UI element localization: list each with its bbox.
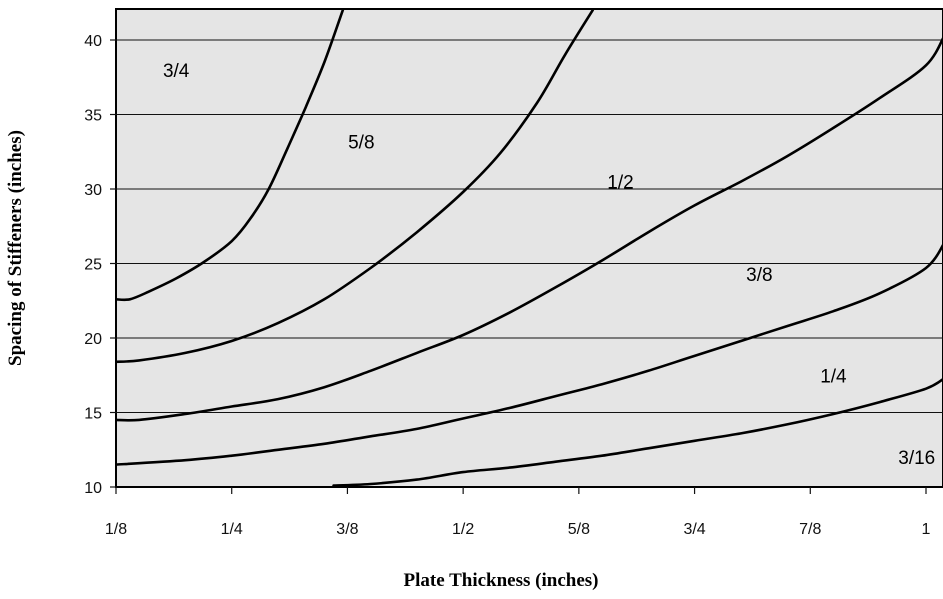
y-tick-label: 20 xyxy=(84,331,102,348)
x-ticks: 1/8 1/4 3/8 1/2 5/8 3/4 7/8 1 xyxy=(105,487,931,538)
x-tick-label: 3/8 xyxy=(336,521,358,538)
series-label: 1/2 xyxy=(607,173,633,194)
series-line-5-8 xyxy=(116,9,594,364)
x-tick-label: 1/4 xyxy=(221,521,243,538)
series-label: 3/16 xyxy=(898,448,935,469)
series-line-3-8 xyxy=(116,242,943,466)
plot-area xyxy=(115,8,943,488)
x-tick-label: 5/8 xyxy=(568,521,590,538)
series-line-1-4 xyxy=(332,377,943,487)
y-tick-label: 35 xyxy=(84,108,102,125)
series-label: 3/4 xyxy=(163,61,190,82)
y-tick-label: 30 xyxy=(84,182,102,199)
series-label: 5/8 xyxy=(348,132,374,153)
x-tick-label: 1/8 xyxy=(105,521,127,538)
series-label: 1/4 xyxy=(820,366,847,387)
y-tick-label: 40 xyxy=(84,33,102,50)
y-tick-label: 15 xyxy=(84,406,102,423)
series-line-3-4 xyxy=(116,9,345,302)
x-tick-label: 3/4 xyxy=(683,521,705,538)
y-tick-label: 25 xyxy=(84,257,102,274)
series-label: 3/8 xyxy=(746,265,772,286)
x-tick-label: 7/8 xyxy=(799,521,821,538)
x-axis-title: Plate Thickness (inches) xyxy=(404,570,599,591)
x-tick-label: 1 xyxy=(922,521,931,538)
y-ticks: 10 15 20 25 30 35 40 xyxy=(84,33,116,497)
y-axis-title: Spacing of Stiffeners (inches) xyxy=(5,130,26,366)
y-tick-label: 10 xyxy=(84,480,102,497)
series-labels: 3/4 5/8 1/2 3/8 1/4 3/16 xyxy=(163,61,935,469)
series-lines xyxy=(116,9,943,487)
x-tick-label: 1/2 xyxy=(452,521,474,538)
series-line-1-2 xyxy=(116,35,943,422)
